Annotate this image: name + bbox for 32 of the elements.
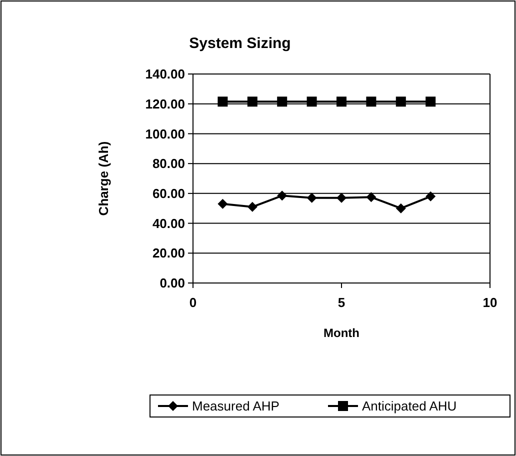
y-tick-label: 0.00: [160, 276, 185, 291]
y-axis-title: Charge (Ah): [96, 141, 111, 216]
x-tick-label: 0: [189, 295, 197, 310]
legend-label: Measured AHP: [192, 398, 280, 414]
y-tick-label: 100.00: [145, 126, 185, 142]
y-tick-label: 20.00: [152, 246, 185, 261]
point: [277, 190, 288, 201]
chart-title: System Sizing: [189, 35, 291, 52]
point: [277, 96, 288, 107]
x-axis-title: Month: [324, 326, 360, 340]
legend-label: Anticipated AHU: [362, 398, 457, 414]
point: [218, 96, 228, 107]
point: [396, 96, 406, 107]
y-tick-label: 40.00: [152, 216, 185, 231]
y-tick-label: 80.00: [152, 156, 185, 172]
point: [336, 192, 346, 203]
point: [396, 203, 406, 214]
point: [426, 191, 436, 202]
point: [306, 192, 317, 203]
point: [218, 198, 228, 209]
y-tick-label: 60.00: [152, 186, 185, 201]
x-tick-label: 5: [338, 295, 346, 310]
point: [306, 96, 317, 107]
point: [366, 96, 376, 107]
point: [426, 96, 436, 107]
point: [247, 202, 258, 212]
point: [247, 96, 258, 107]
x-tick-label: 10: [482, 295, 498, 310]
y-tick-label: 120.00: [145, 96, 185, 112]
y-tick-label: 140.00: [145, 66, 185, 82]
point: [366, 192, 376, 202]
point: [336, 96, 346, 107]
